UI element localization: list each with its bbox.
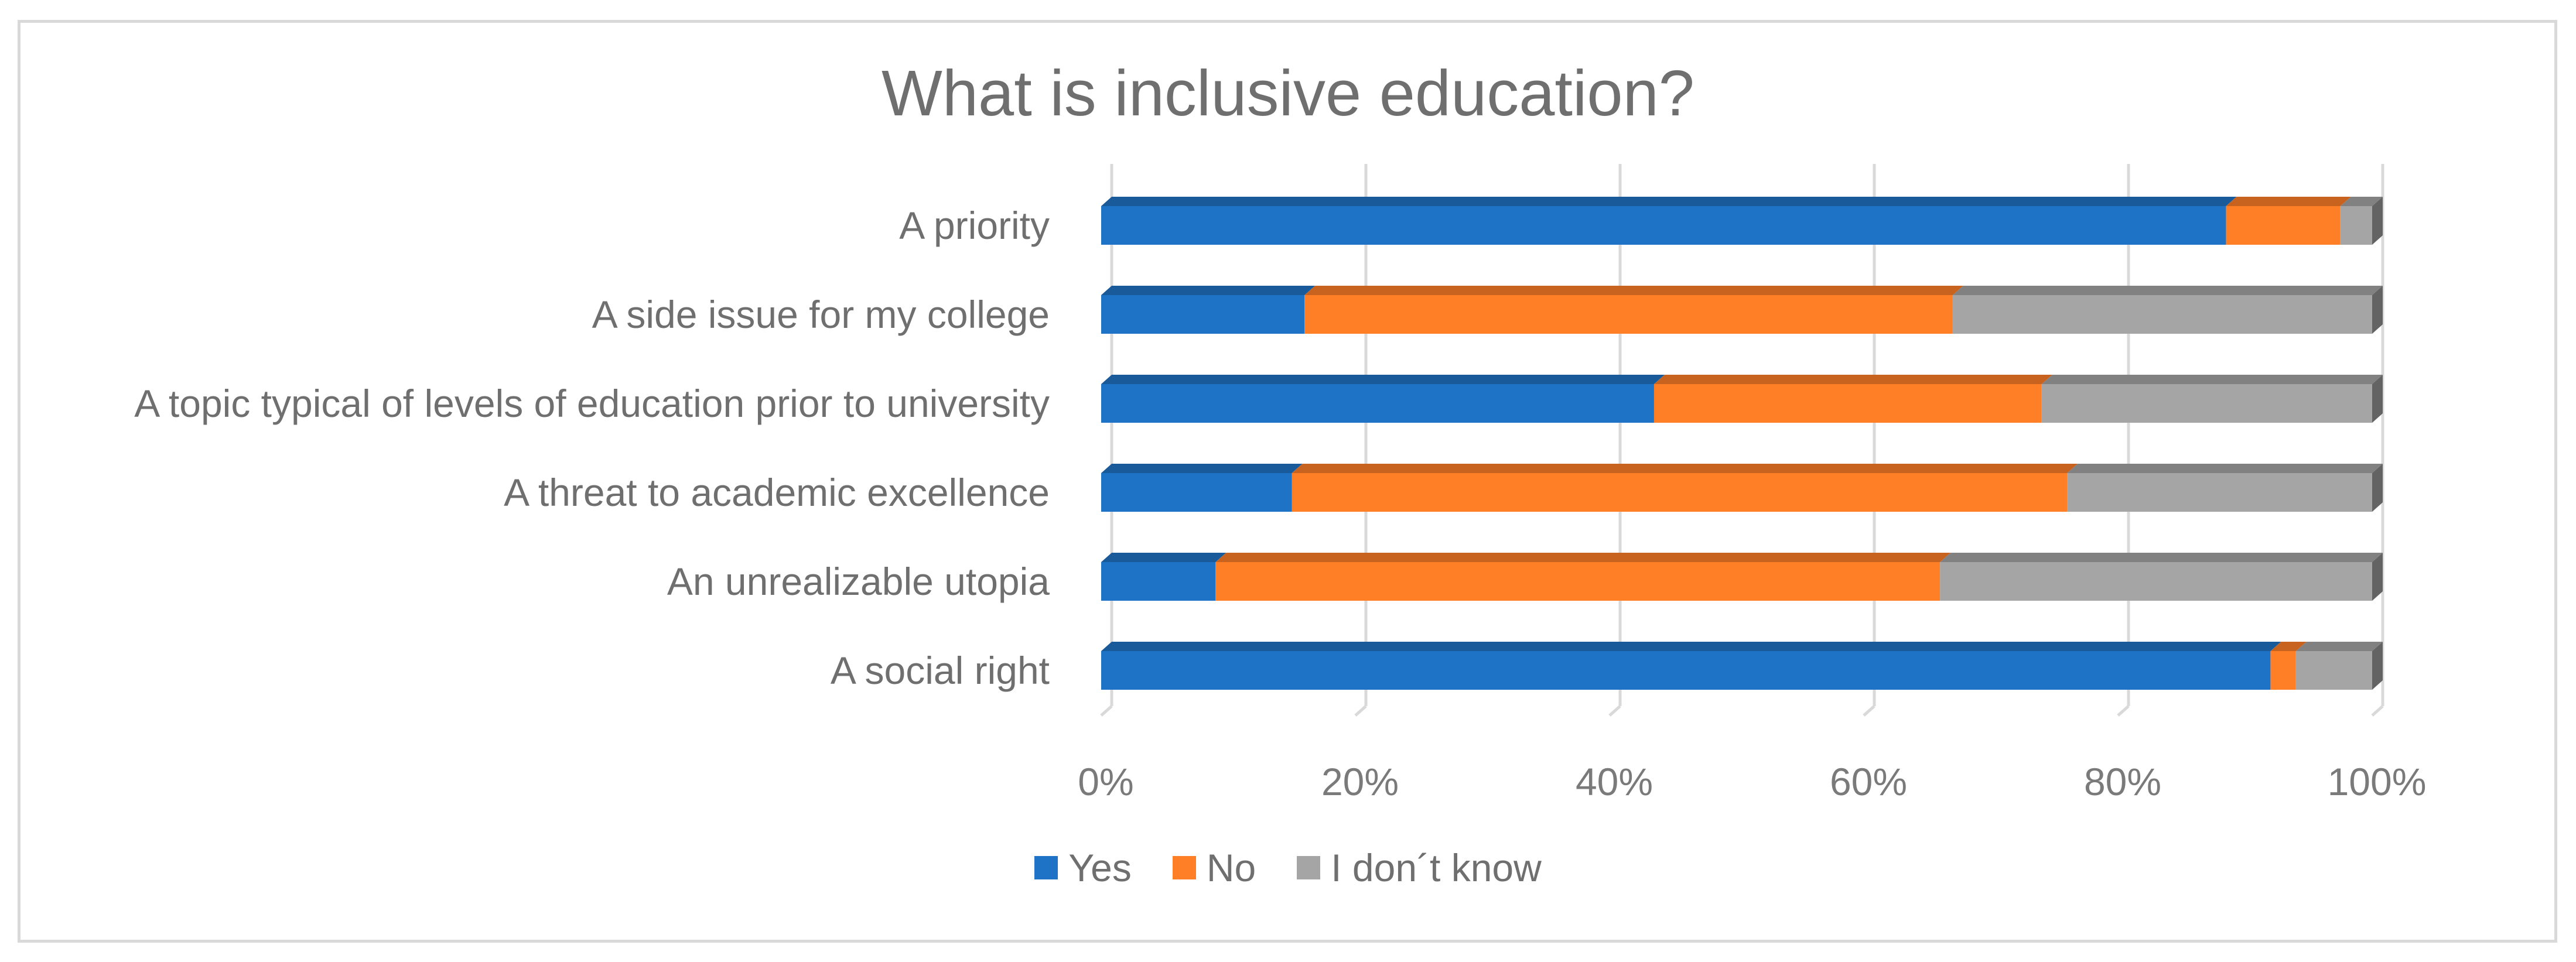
bar-segment xyxy=(1101,384,1654,423)
bar-top-face xyxy=(1292,464,2078,473)
legend-label: I don´t know xyxy=(1331,846,1542,889)
category-label: A topic typical of levels of education p… xyxy=(134,382,1050,425)
legend-item: No xyxy=(1172,845,1256,890)
bar-top-face xyxy=(1101,197,2237,206)
x-tick-label: 20% xyxy=(1321,760,1399,803)
x-tick-label: 80% xyxy=(2084,760,2161,803)
bar-segment xyxy=(1653,384,2042,423)
bar-top-face xyxy=(2295,642,2383,651)
bar-segment xyxy=(1101,295,1305,334)
bar-top-face xyxy=(2270,642,2307,651)
category-label: A priority xyxy=(899,204,1050,247)
x-tick-label: 0% xyxy=(1078,760,1133,803)
bar-side-face xyxy=(2372,464,2383,512)
bar-segment xyxy=(1940,562,2372,601)
bar-top-face xyxy=(1101,375,1665,384)
bar-top-face xyxy=(1101,553,1226,562)
bar-segment xyxy=(1101,651,2271,690)
bar-side-face xyxy=(2372,286,2383,334)
x-tick-label: 60% xyxy=(1830,760,1907,803)
legend-label: No xyxy=(1206,846,1256,889)
bar-segment xyxy=(2295,651,2372,690)
gridline-depth xyxy=(2371,705,2384,717)
bar-segment xyxy=(1101,473,1292,512)
legend-swatch xyxy=(1297,856,1321,879)
bar-top-face xyxy=(1653,375,2052,384)
bar-side-face xyxy=(2372,553,2383,601)
gridline-depth xyxy=(1354,705,1367,717)
bar-segment xyxy=(2067,473,2372,512)
bar-segment xyxy=(1101,562,1216,601)
bar-top-face xyxy=(2067,464,2383,473)
bar-top-face xyxy=(1304,286,1963,295)
bar-top-face xyxy=(1101,642,2281,651)
bar-top-face xyxy=(1952,286,2383,295)
bar-segment xyxy=(2041,384,2372,423)
legend-swatch xyxy=(1034,856,1058,879)
bar-segment xyxy=(1215,562,1940,601)
category-label: A threat to academic excellence xyxy=(504,471,1050,514)
bar-segment xyxy=(1101,206,2226,245)
bar-segment xyxy=(1292,473,2068,512)
bar-top-face xyxy=(2041,375,2383,384)
bar-side-face xyxy=(2372,197,2383,245)
bar-segment xyxy=(1304,295,1953,334)
legend-item: I don´t know xyxy=(1297,845,1542,890)
bar-top-face xyxy=(1101,286,1316,295)
x-tick-label: 40% xyxy=(1576,760,1653,803)
gridline-depth xyxy=(1100,705,1113,717)
bar-side-face xyxy=(2372,642,2383,690)
bar-segment xyxy=(1952,295,2372,334)
bar-top-face xyxy=(2340,197,2383,206)
legend-swatch xyxy=(1172,856,1196,879)
bar-segment xyxy=(2340,206,2372,245)
bar-side-face xyxy=(2372,375,2383,423)
chart-title: What is inclusive education? xyxy=(882,57,1694,129)
bar-segment xyxy=(2226,206,2341,245)
category-label: A side issue for my college xyxy=(592,293,1050,336)
gridline-depth xyxy=(1863,705,1875,717)
bar-top-face xyxy=(1940,553,2383,562)
gridline-depth xyxy=(1608,705,1621,717)
chart-legend: Yes No I don´t know xyxy=(0,845,2576,890)
x-tick-label: 100% xyxy=(2328,760,2427,803)
bar-top-face xyxy=(1101,464,1303,473)
legend-label: Yes xyxy=(1068,846,1132,889)
category-label: An unrealizable utopia xyxy=(667,560,1050,603)
legend-item: Yes xyxy=(1034,845,1132,890)
category-label: A social right xyxy=(831,649,1050,692)
bar-top-face xyxy=(1215,553,1951,562)
bar-segment xyxy=(2270,651,2296,690)
bar-top-face xyxy=(2226,197,2351,206)
gridline-depth xyxy=(2117,705,2130,717)
